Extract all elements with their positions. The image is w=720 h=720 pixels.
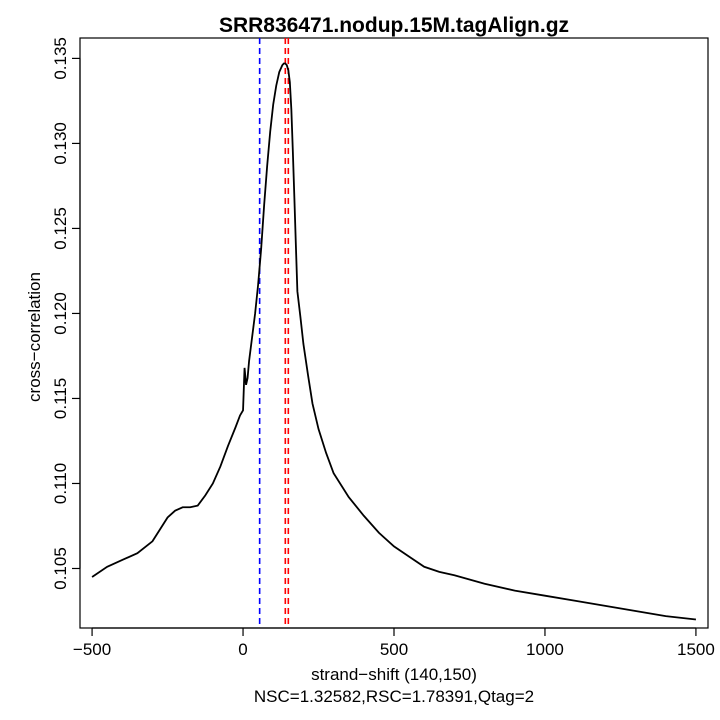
- x-axis-label: strand−shift (140,150): [311, 665, 477, 684]
- y-tick-label: 0.105: [51, 547, 70, 590]
- reference-lines: [258, 38, 290, 628]
- chart-title: SRR836471.nodup.15M.tagAlign.gz: [219, 14, 569, 37]
- y-axis-label: cross−correlation: [25, 272, 44, 402]
- x-tick-label: 1500: [677, 640, 715, 659]
- x-tick-label: 0: [238, 640, 247, 659]
- x-axis: −500 0 500 1000 1500: [73, 627, 715, 659]
- y-tick-label: 0.110: [51, 463, 70, 504]
- y-axis: 0.105 0.110 0.115 0.120 0.125 0.130 0.135: [51, 37, 81, 590]
- y-tick-label: 0.135: [51, 37, 70, 80]
- x-tick-label: 1000: [526, 640, 564, 659]
- x-tick-label: 500: [380, 640, 408, 659]
- x-tick-label: −500: [73, 640, 111, 659]
- chart-subtitle: NSC=1.32582,RSC=1.78391,Qtag=2: [254, 687, 534, 706]
- y-tick-label: 0.115: [51, 378, 70, 419]
- y-tick-label: 0.120: [51, 292, 70, 335]
- y-tick-label: 0.125: [51, 207, 70, 250]
- y-tick-label: 0.130: [51, 122, 70, 165]
- cross-correlation-series-line: [91, 62, 697, 621]
